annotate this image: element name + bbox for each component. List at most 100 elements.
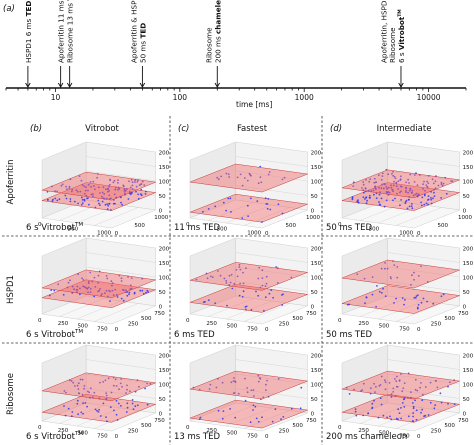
particle-point (77, 392, 80, 395)
particle-point (103, 193, 106, 195)
particle-point (368, 196, 371, 199)
particle-point (228, 176, 231, 178)
grid-line (86, 185, 156, 196)
particle-point (429, 401, 432, 404)
particle-point (233, 282, 236, 285)
particle-point (380, 178, 383, 181)
lower-interface-plane (341, 182, 461, 211)
particle-point (290, 276, 293, 279)
particle-point (230, 273, 233, 276)
particle-point (396, 375, 398, 378)
particle-point (389, 415, 391, 418)
particle-point (234, 380, 236, 383)
particle-point (105, 398, 107, 400)
particle-point (87, 280, 90, 283)
particle-point (66, 188, 68, 191)
particle-point (257, 374, 260, 377)
event-label-segment: Ribosome 13 ms (66, 1, 75, 63)
particle-point (139, 289, 142, 292)
lower-interface-plane (189, 193, 309, 223)
particle-point (135, 185, 138, 188)
particle-point (393, 264, 396, 266)
particle-point (371, 276, 374, 278)
particle-point (264, 285, 267, 287)
caption-r3-c1: 6 s VitrobotTM (26, 431, 83, 442)
particle-point (416, 307, 419, 310)
particle-point (265, 203, 268, 205)
particle-point (238, 263, 241, 266)
particle-point (83, 387, 85, 390)
particle-point (256, 200, 259, 203)
particle-point (140, 183, 142, 186)
particle-point (62, 293, 65, 296)
particle-point (254, 405, 257, 408)
grid-line (243, 410, 290, 429)
particle-point (250, 389, 253, 392)
particle-point (89, 181, 92, 183)
particle-point (123, 190, 126, 192)
particle-point (400, 373, 402, 375)
event-label-segment: Vitrobot (397, 16, 406, 50)
grid-line (359, 298, 406, 317)
z-tick-label: 150 (311, 368, 322, 374)
particle-point (225, 282, 228, 284)
particle-point (89, 291, 92, 293)
particle-point (93, 185, 95, 187)
particle-point (216, 176, 219, 179)
particle-point (281, 212, 284, 215)
particle-point (411, 402, 414, 404)
particle-point (97, 186, 100, 189)
particle-point (412, 405, 415, 408)
x-tick-label: 0 (38, 222, 42, 228)
particle-point (354, 410, 357, 413)
particle-point (267, 198, 270, 200)
particle-point (440, 181, 443, 184)
particle-point (219, 274, 222, 277)
particle-point (131, 184, 134, 187)
particle-point (97, 274, 100, 277)
grid-line (59, 298, 104, 317)
particle-point (81, 393, 84, 396)
particle-point (387, 173, 390, 176)
particle-point (378, 385, 381, 387)
particle-point (434, 404, 437, 407)
particle-point (110, 280, 113, 283)
particle-point (267, 173, 270, 176)
particle-point (423, 203, 426, 206)
particle-point (426, 180, 428, 183)
lower-interface-plane (341, 285, 461, 314)
particle-point (422, 187, 424, 190)
particle-point (411, 190, 414, 192)
x-tick-label: 0 (186, 425, 190, 431)
particle-point (230, 381, 233, 384)
caption-superscript: TM (74, 222, 83, 228)
caption-text: 6 ms TED (174, 330, 215, 340)
event-label-2: Apoferritin 11 ms TED (57, 0, 66, 63)
particle-point (105, 289, 108, 292)
particle-point (244, 377, 246, 380)
particle-point (380, 292, 383, 294)
grid-line (243, 303, 290, 322)
column-title-3: Intermediate (377, 124, 432, 134)
caption-text: 50 ms TED (326, 330, 372, 340)
particle-point (229, 197, 232, 200)
particle-point (266, 379, 268, 382)
particle-point (264, 197, 267, 200)
particle-point (87, 390, 89, 393)
particle-point (421, 393, 424, 396)
particle-point (396, 192, 398, 195)
particle-point (355, 414, 358, 417)
z-tick-label: 200 (311, 151, 322, 157)
x-tick-label: 0 (338, 222, 342, 228)
particle-point (129, 390, 131, 393)
particle-point (106, 208, 109, 211)
z-tick-label: 50 (463, 397, 470, 403)
grid-line (235, 252, 308, 263)
particle-point (114, 186, 117, 189)
particle-point (379, 397, 382, 399)
particle-point (129, 186, 132, 189)
particle-point (87, 189, 89, 192)
particle-point (105, 197, 108, 200)
